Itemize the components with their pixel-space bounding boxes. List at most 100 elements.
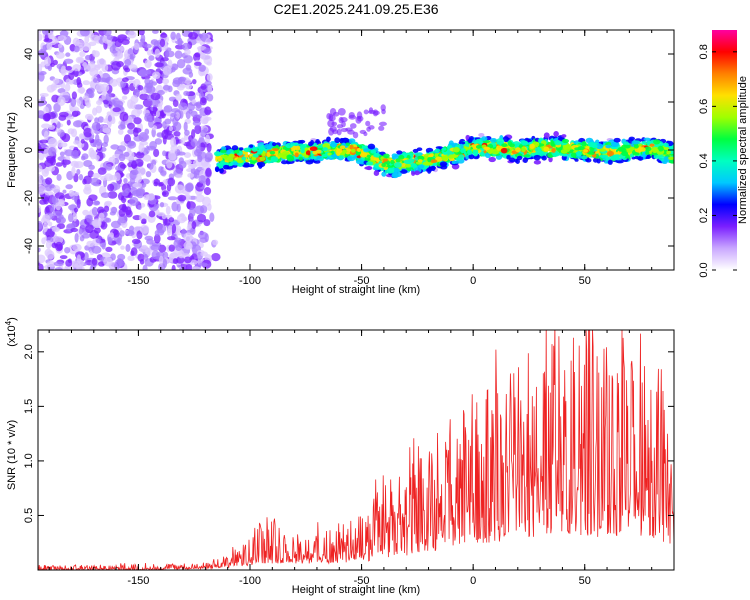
spectrogram-noise-cell (167, 236, 176, 241)
spectrogram-band-cell (533, 154, 541, 161)
spectrogram-noise-cell (183, 90, 190, 96)
spectrogram-noise-cell (154, 138, 163, 145)
spectrogram-band-cell (404, 163, 411, 168)
spectrogram-band-cell (588, 151, 595, 155)
spectrogram-noise-cell (64, 83, 71, 92)
spectrogram-noise-cell (43, 130, 49, 141)
spectrogram-noise-cell (85, 54, 91, 60)
spectrogram-band-cell (233, 149, 240, 154)
spectrogram-noise-cell (203, 186, 212, 196)
spectrogram-noise-cell (174, 184, 185, 194)
spectrogram-noise-cell (129, 156, 135, 161)
spectrogram-noise-cell (194, 124, 202, 135)
spectrogram-noise-cell (86, 214, 93, 223)
spectrogram-noise-cell (180, 137, 186, 145)
spectrogram-noise-cell (331, 121, 338, 127)
spectrogram-band-cell (269, 150, 276, 155)
spectrogram-noise-cell (114, 172, 121, 182)
spectrogram-band-cell (452, 146, 460, 153)
spectrogram-noise-cell (203, 54, 213, 65)
spectrogram-noise-cell (66, 119, 71, 126)
spectrogram-band-cell (315, 149, 322, 154)
spectrogram-band-cell (304, 154, 309, 158)
spectrogram-noise-cell (348, 111, 355, 119)
spectrogram-noise-cell (168, 152, 177, 161)
spectrogram-noise-cell (56, 216, 66, 224)
spectrogram-noise-cell (120, 245, 125, 250)
spectrogram-noise-cell (157, 103, 163, 112)
spectrogram-band-cell (616, 160, 624, 164)
spectrogram-band-cell (373, 170, 380, 177)
spectrogram-noise-cell (373, 110, 380, 116)
spectrogram-noise-cell (205, 38, 212, 45)
spectrogram-noise-cell (146, 49, 153, 56)
snr-series-line (38, 330, 674, 570)
spectrogram-band-cell (315, 138, 320, 144)
spectrogram-noise-cell (178, 102, 188, 111)
spectrogram-noise-cell (49, 183, 55, 189)
spectrogram-noise-cell (84, 35, 90, 44)
spectrogram-noise-cell (195, 194, 205, 203)
spectrogram-band-cell (251, 147, 258, 152)
spectrogram-band-cell (215, 167, 220, 173)
spectrogram-band-cell (309, 159, 314, 163)
spectrogram-noise-cell (204, 233, 209, 243)
spectrogram-noise-cell (381, 108, 386, 115)
spectrogram-noise-cell (161, 190, 169, 198)
spectrogram-noise-cell (170, 113, 177, 118)
spectrogram-band-cell (417, 159, 423, 163)
spectrogram-noise-cell (55, 204, 61, 211)
spectrogram-noise-cell (42, 213, 50, 222)
spectrogram-noise-cell (195, 145, 202, 154)
spectrogram-band-cell (223, 164, 230, 170)
spectrogram-band-cell (576, 150, 582, 157)
spectrogram-noise-cell (125, 209, 133, 218)
spectrogram-noise-cell (378, 125, 385, 131)
spectrogram-band-cell (606, 150, 615, 157)
spectrogram-noise-cell (92, 78, 98, 83)
spectrogram-noise-cell (57, 35, 67, 42)
spectrogram-band-cell (610, 141, 617, 146)
spectrogram-band-cell (640, 147, 646, 152)
spectrogram-band-cell (574, 158, 579, 162)
spectrogram-noise-cell (153, 181, 158, 187)
spectrogram-noise-cell (105, 217, 112, 223)
spectrogram-noise-cell (194, 52, 201, 58)
spectrogram-noise-cell (138, 68, 149, 78)
colorbar-title: Normalized spectral amplitude (737, 76, 749, 224)
spectrogram-noise-cell (137, 204, 142, 211)
spectrogram-band-cell (427, 157, 432, 163)
spectrogram-band-cell (310, 156, 317, 160)
spectrogram-noise-cell (48, 124, 56, 130)
spectrogram-noise-cell (183, 152, 192, 158)
spectrogram-noise-cell (110, 220, 121, 229)
spectrogram-noise-cell (79, 50, 86, 57)
snr-y-tick-label: 1.0 (23, 453, 35, 468)
spectrogram-noise-cell (349, 123, 357, 129)
spectrogram-noise-cell (97, 116, 104, 123)
spectrogram-noise-cell (74, 232, 79, 243)
spectrogram-noise-cell (115, 45, 125, 52)
spectrogram-band-cell (363, 148, 371, 152)
spectrogram-noise-cell (61, 159, 71, 165)
spectrogram-noise-cell (153, 148, 160, 158)
spectrogram-noise-cell (38, 33, 43, 42)
spectrogram-noise-cell (57, 96, 66, 107)
spectrogram-noise-cell (190, 138, 198, 147)
spectrogram-noise-cell (162, 78, 170, 85)
spectrogram-band-cell (441, 155, 449, 160)
spectrogram-noise-cell (181, 216, 188, 222)
spectrogram-band-cell (241, 156, 247, 161)
spectrogram-band-cell (561, 138, 570, 144)
spectrogram-noise-cell (200, 251, 208, 257)
spectrogram-band-cell (489, 138, 498, 143)
spectrogram-noise-cell (127, 99, 134, 109)
spectrogram-band-cell (467, 149, 473, 156)
spectrogram-band-cell (326, 136, 331, 142)
spectrogram-noise-cell (154, 48, 161, 58)
spectrogram-noise-cell (64, 246, 71, 254)
spectrogram-band-cell (382, 158, 389, 162)
spectrogram-noise-cell (76, 168, 81, 175)
spectrogram-band-cell (341, 149, 348, 154)
